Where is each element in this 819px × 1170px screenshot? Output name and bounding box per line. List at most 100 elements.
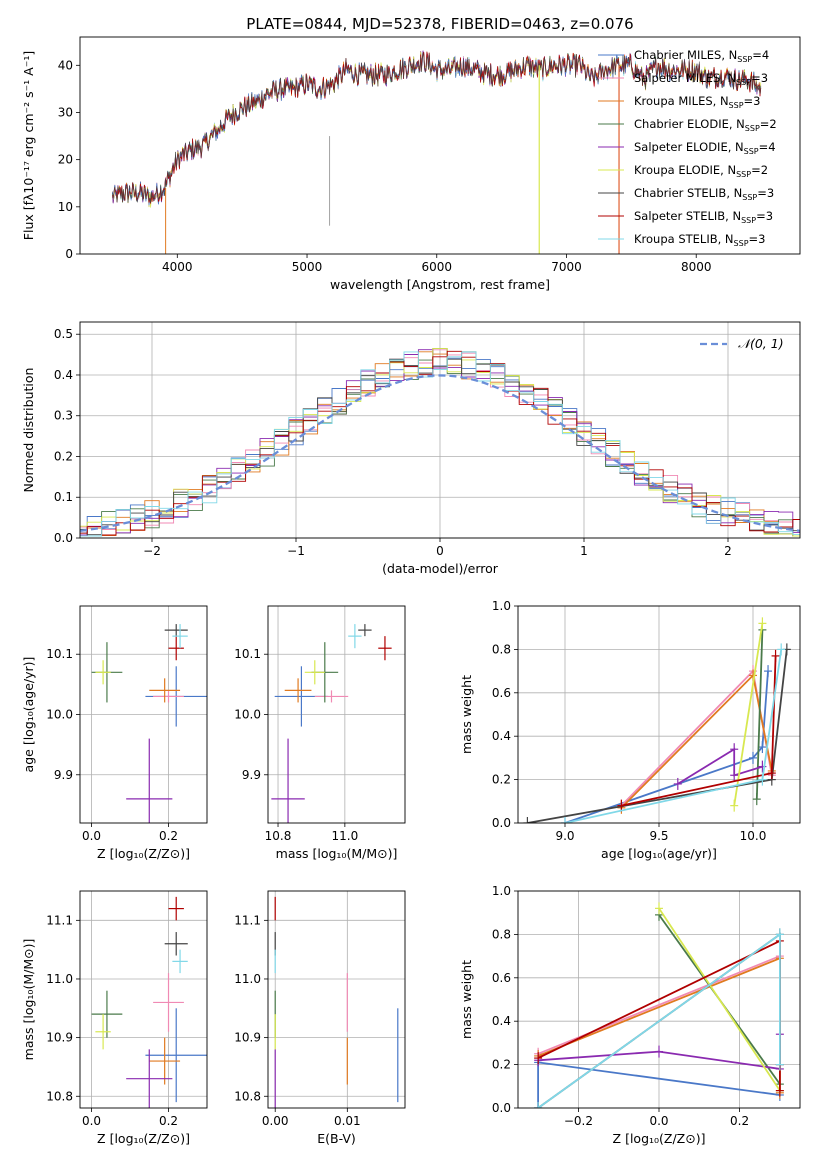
x-tick-label: 0.2 — [159, 829, 178, 843]
axes-frame — [517, 605, 801, 824]
y-tick-label: 0.4 — [492, 1014, 511, 1028]
panel-spectrum: 4000 5000 6000 7000 8000 0 10 20 30 40 wavelength … — [21, 36, 801, 292]
plot-area — [112, 50, 762, 254]
x-tick-label: 0 — [436, 544, 444, 558]
y-tick-label: 30 — [58, 105, 73, 119]
spectrum-line — [112, 52, 762, 203]
plot-area — [534, 902, 784, 1108]
x-axis-label: age [log₁₀(age/yr)] — [601, 846, 717, 861]
x-axis-label: E(B-V) — [317, 1131, 356, 1146]
panel-mass-age: 10.8 11.0 9.9 10.0 10.1 mass [log₁₀(M/M⊙)] — [234, 605, 406, 861]
residual-histogram — [80, 351, 800, 537]
panel-ebv-mass: 0.00 0.01 10.8 10.9 11.0 11.1 E(B-V) — [234, 890, 406, 1146]
x-tick-label: 5000 — [292, 260, 323, 274]
axes-frame — [79, 605, 208, 824]
y-tick-label: 0.0 — [492, 1101, 511, 1115]
x-tick-label: 0.01 — [334, 1114, 361, 1128]
y-tick-label: 0.6 — [492, 686, 511, 700]
y-tick-label: 10.9 — [234, 1031, 261, 1045]
plot-area — [91, 624, 207, 823]
axes-frame — [267, 890, 406, 1109]
plot-area — [274, 896, 399, 1108]
x-tick-label: 6000 — [421, 260, 452, 274]
grid — [80, 606, 207, 823]
y-tick-label: 0.3 — [54, 409, 73, 423]
y-axis-label: age [log₁₀(age/yr)] — [21, 657, 36, 773]
x-tick-label: 0.2 — [159, 1114, 178, 1128]
y-tick-label: 9.9 — [54, 768, 73, 782]
y-tick-label: 40 — [58, 58, 73, 72]
x-tick-label: 0.2 — [730, 1114, 749, 1128]
y-tick-label: 0.8 — [492, 642, 511, 656]
legend-entry: Salpeter ELODIE, NSSP=4 — [634, 140, 776, 156]
x-axis-label: (data-model)/error — [382, 561, 499, 576]
axes-frame — [79, 321, 801, 539]
y-tick-label: 10 — [58, 200, 73, 214]
panel-Z-mass: 0.0 0.2 10.8 10.9 11.0 11.1 Z [log₁₀(Z/Z⊙)] mas… — [21, 890, 208, 1146]
y-tick-label: 0.8 — [492, 927, 511, 941]
y-tick-label: 20 — [58, 153, 73, 167]
x-tick-label: 1 — [580, 544, 588, 558]
legend-entry: 𝒩(0, 1) — [738, 336, 784, 351]
panel-residuals: −2 −1 0 1 2 0.0 0.1 0.2 0.3 0.4 0.5 (data-model)/er… — [21, 321, 801, 576]
x-tick-label: 0.0 — [649, 1114, 668, 1128]
x-tick-label: 9.5 — [649, 829, 668, 843]
axes-frame — [79, 890, 208, 1109]
y-tick-label: 10.9 — [46, 1031, 73, 1045]
x-tick-label: −2 — [143, 544, 161, 558]
legend: 𝒩(0, 1) — [700, 336, 784, 351]
ssp-weight-line — [658, 907, 781, 1092]
axes-frame — [79, 36, 801, 255]
y-tick-label: 11.0 — [234, 972, 261, 986]
y-axis-label: mass weight — [459, 675, 474, 754]
plot-area — [91, 896, 207, 1108]
y-tick-label: 1.0 — [492, 884, 511, 898]
y-axis-label: mass weight — [459, 960, 474, 1039]
legend-entry: Chabrier ELODIE, NSSP=2 — [634, 117, 777, 133]
y-axis-label: Flux [fλ10⁻¹⁷ erg cm⁻² s⁻¹ A⁻¹] — [21, 51, 36, 240]
y-tick-label: 0.4 — [492, 729, 511, 743]
axes-frame — [517, 890, 801, 1109]
x-tick-label: 8000 — [681, 260, 712, 274]
ssp-weight-line — [755, 629, 764, 800]
residual-histogram — [80, 351, 800, 537]
plot-area — [271, 624, 392, 823]
normal-curve — [80, 374, 800, 533]
residual-histogram — [80, 349, 800, 537]
x-tick-label: 10.8 — [265, 829, 292, 843]
x-tick-label: 9.0 — [555, 829, 574, 843]
y-tick-label: 0 — [65, 247, 73, 261]
y-tick-label: 11.1 — [46, 913, 73, 927]
y-tick-label: 10.8 — [234, 1089, 261, 1103]
legend-entry: Salpeter STELIB, NSSP=3 — [634, 209, 773, 225]
x-axis-label: mass [log₁₀(M/M⊙)] — [276, 846, 398, 861]
x-axis-label: Z [log₁₀(Z/Z⊙)] — [613, 1131, 706, 1146]
legend: Chabrier MILES, NSSP=4 Salpeter MILES, NS… — [598, 48, 777, 248]
y-tick-label: 0.2 — [492, 773, 511, 787]
y-tick-label: 0.2 — [492, 1058, 511, 1072]
axes-frame — [267, 605, 406, 824]
y-tick-label: 0.4 — [54, 368, 73, 382]
y-tick-label: 10.1 — [46, 647, 73, 661]
plot-area — [80, 347, 800, 537]
x-axis-label: Z [log₁₀(Z/Z⊙)] — [97, 846, 190, 861]
x-tick-label: 10.0 — [740, 829, 767, 843]
y-axis-label: mass [log₁₀(M/M⊙)] — [21, 939, 36, 1061]
y-tick-label: 0.0 — [54, 531, 73, 545]
y-tick-label: 0.1 — [54, 490, 73, 504]
y-tick-label: 10.8 — [46, 1089, 73, 1103]
y-tick-label: 0.5 — [54, 327, 73, 341]
legend-entry: Chabrier MILES, NSSP=4 — [634, 48, 769, 64]
y-tick-label: 11.0 — [46, 972, 73, 986]
y-tick-label: 10.1 — [234, 647, 261, 661]
y-tick-label: 10.0 — [46, 708, 73, 722]
x-tick-label: 7000 — [551, 260, 582, 274]
ssp-weight-line — [733, 623, 764, 806]
y-tick-label: 0.0 — [492, 816, 511, 830]
x-tick-label: 11.0 — [331, 829, 358, 843]
legend-entry: Chabrier STELIB, NSSP=3 — [634, 186, 774, 202]
plot-area — [523, 617, 791, 823]
panel-age-weight: 9.0 9.5 10.0 0.0 0.2 0.4 0.6 0.8 1.0 age [log₁₀(a… — [459, 599, 801, 861]
y-axis-label: Normed distribution — [21, 368, 36, 493]
y-tick-label: 11.1 — [234, 913, 261, 927]
